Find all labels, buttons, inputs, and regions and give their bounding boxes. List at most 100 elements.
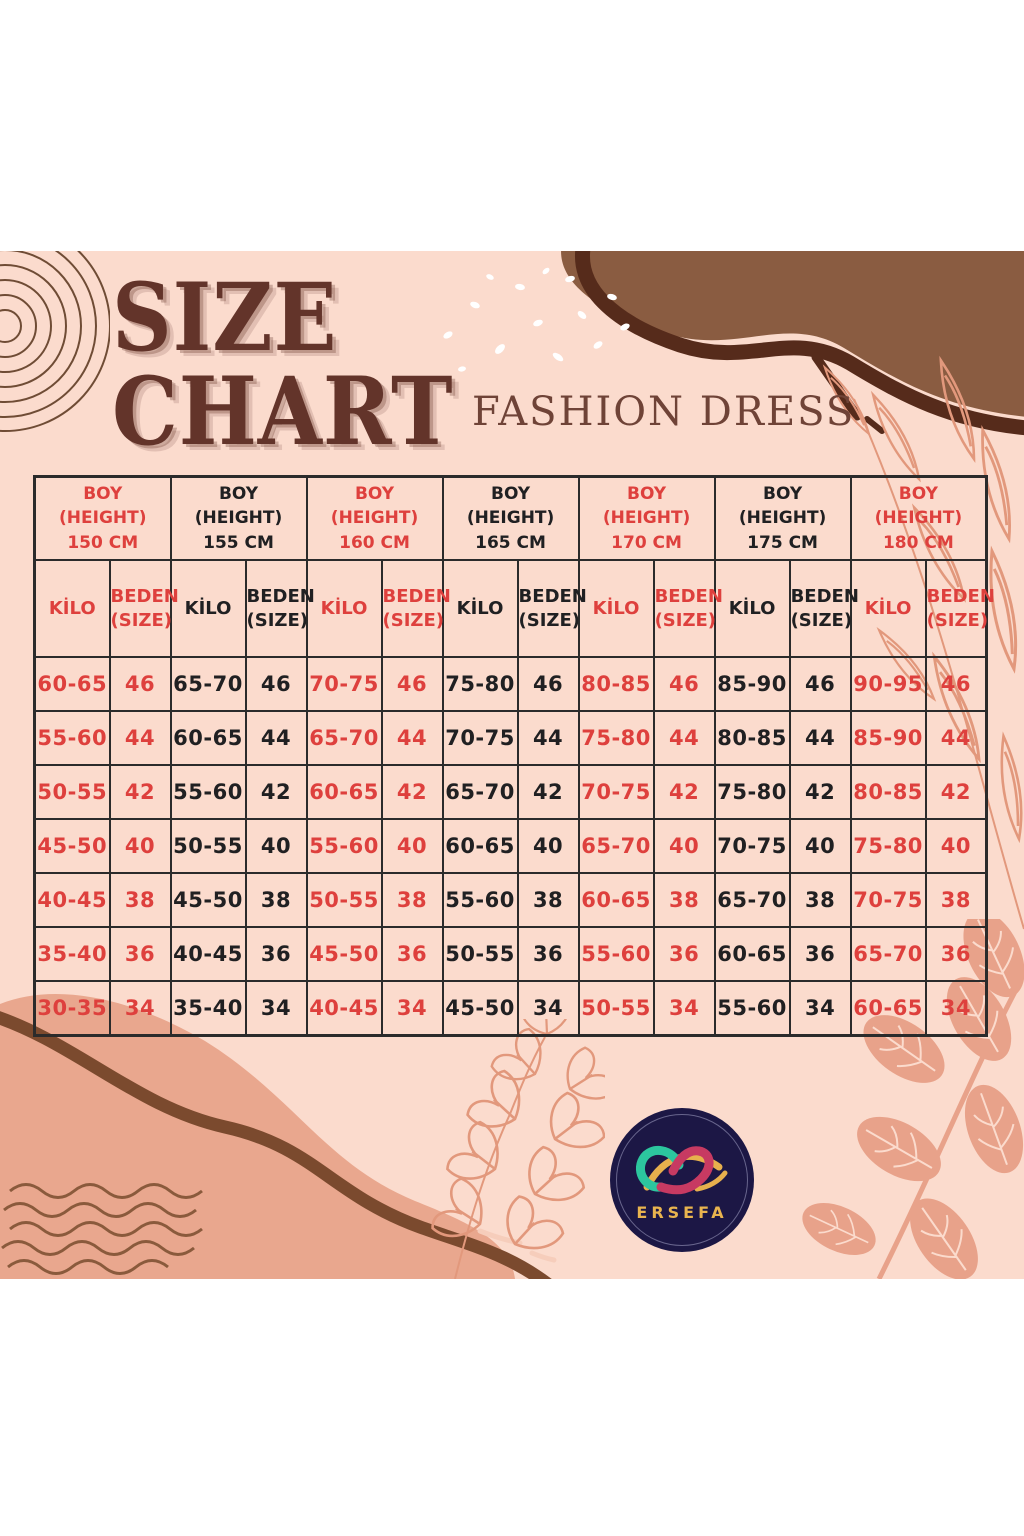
kilo-cell: 55-60: [169, 764, 247, 820]
kilo-cell: 90-95: [849, 656, 927, 712]
kilo-cell: 45-50: [441, 980, 519, 1037]
height-header: BOY (HEIGHT) 150 CM: [33, 475, 172, 561]
size-table: BOY (HEIGHT) 150 CM BOY (HEIGHT) 155 CM BOY (HE…: [33, 475, 995, 1037]
size-cell: 38: [108, 872, 172, 928]
size-cell: 38: [244, 872, 308, 928]
kilo-cell: 75-80: [713, 764, 791, 820]
size-cell: 40: [380, 818, 444, 874]
height-header: BOY (HEIGHT) 165 CM: [441, 475, 580, 561]
size-cell: 42: [380, 764, 444, 820]
kilo-cell: 75-80: [849, 818, 927, 874]
size-header: BEDEN (SIZE): [380, 559, 451, 658]
kilo-cell: 40-45: [169, 926, 247, 982]
kilo-header: KİLO: [305, 559, 383, 658]
brand-logo: ERSEFA: [610, 1108, 754, 1252]
size-cell: 36: [516, 926, 580, 982]
kilo-cell: 40-45: [305, 980, 383, 1037]
size-cell: 44: [380, 710, 444, 766]
brand-name: ERSEFA: [636, 1202, 728, 1222]
table-row: 35-40 36 40-45 36 45-50 36 50-55 36 55-60 36 60-65…: [33, 926, 988, 982]
kilo-cell: 70-75: [441, 710, 519, 766]
kilo-cell: 85-90: [713, 656, 791, 712]
table-row: 45-50 40 50-55 40 55-60 40 60-65 40 65-70 40 70-75…: [33, 818, 988, 874]
kilo-cell: 55-60: [305, 818, 383, 874]
size-cell: 46: [788, 656, 852, 712]
title-line-1: SIZE: [112, 263, 338, 373]
kilo-cell: 80-85: [849, 764, 927, 820]
kilo-cell: 60-65: [849, 980, 927, 1037]
size-cell: 34: [244, 980, 308, 1037]
size-cell: 38: [788, 872, 852, 928]
size-cell: 36: [652, 926, 716, 982]
size-cell: 36: [108, 926, 172, 982]
kilo-cell: 65-70: [577, 818, 655, 874]
kilo-cell: 65-70: [713, 872, 791, 928]
size-cell: 36: [924, 926, 988, 982]
size-cell: 34: [108, 980, 172, 1037]
kilo-cell: 45-50: [33, 818, 111, 874]
table-row: 40-45 38 45-50 38 50-55 38 55-60 38 60-65 38 65-70…: [33, 872, 988, 928]
size-header: BEDEN (SIZE): [244, 559, 315, 658]
kilo-cell: 70-75: [577, 764, 655, 820]
kilo-cell: 50-55: [305, 872, 383, 928]
size-cell: 46: [516, 656, 580, 712]
kilo-cell: 80-85: [577, 656, 655, 712]
size-cell: 46: [108, 656, 172, 712]
kilo-cell: 55-60: [33, 710, 111, 766]
kilo-cell: 80-85: [713, 710, 791, 766]
kilo-cell: 30-35: [33, 980, 111, 1037]
kilo-cell: 65-70: [169, 656, 247, 712]
size-cell: 34: [788, 980, 852, 1037]
height-header: BOY (HEIGHT) 175 CM: [713, 475, 852, 561]
size-cell: 42: [788, 764, 852, 820]
size-cell: 38: [924, 872, 988, 928]
height-header: BOY (HEIGHT) 160 CM: [305, 475, 444, 561]
size-header: BEDEN (SIZE): [788, 559, 859, 658]
size-cell: 44: [788, 710, 852, 766]
table-row: 60-65 46 65-70 46 70-75 46 75-80 46 80-85 46 85-90…: [33, 656, 988, 712]
pink-canvas: SIZE CHART FASHION DRESS BOY (HEIGHT) 150 …: [0, 251, 1024, 1279]
size-header: BEDEN (SIZE): [924, 559, 995, 658]
size-cell: 42: [516, 764, 580, 820]
kilo-cell: 60-65: [713, 926, 791, 982]
kilo-cell: 35-40: [169, 980, 247, 1037]
kilo-cell: 50-55: [577, 980, 655, 1037]
brown-blob-icon: [561, 251, 1024, 436]
size-cell: 40: [516, 818, 580, 874]
size-header: BEDEN (SIZE): [652, 559, 723, 658]
size-cell: 46: [380, 656, 444, 712]
leaf-branch-solid-icon: [794, 919, 1024, 1279]
infinity-icon: [635, 1145, 728, 1194]
bottom-left-blob-icon: [0, 993, 557, 1279]
kilo-cell: 60-65: [305, 764, 383, 820]
size-cell: 40: [652, 818, 716, 874]
size-cell: 34: [652, 980, 716, 1037]
kilo-cell: 35-40: [33, 926, 111, 982]
size-cell: 44: [924, 710, 988, 766]
size-cell: 36: [380, 926, 444, 982]
size-cell: 34: [380, 980, 444, 1037]
size-cell: 34: [516, 980, 580, 1037]
white-dots-icon: [443, 267, 630, 372]
concentric-circles-icon: [0, 251, 110, 432]
kilo-cell: 75-80: [577, 710, 655, 766]
kilo-cell: 65-70: [305, 710, 383, 766]
size-header: BEDEN (SIZE): [516, 559, 587, 658]
kilo-cell: 45-50: [169, 872, 247, 928]
size-cell: 42: [652, 764, 716, 820]
kilo-header: KİLO: [577, 559, 655, 658]
size-cell: 38: [380, 872, 444, 928]
kilo-cell: 50-55: [169, 818, 247, 874]
table-row: 55-60 44 60-65 44 65-70 44 70-75 44 75-80 44 80-85…: [33, 710, 988, 766]
kilo-cell: 50-55: [33, 764, 111, 820]
kilo-header: KİLO: [849, 559, 927, 658]
kilo-cell: 60-65: [441, 818, 519, 874]
size-cell: 46: [924, 656, 988, 712]
size-cell: 36: [244, 926, 308, 982]
size-cell: 42: [108, 764, 172, 820]
kilo-cell: 50-55: [441, 926, 519, 982]
kilo-cell: 60-65: [33, 656, 111, 712]
size-cell: 38: [516, 872, 580, 928]
size-cell: 44: [244, 710, 308, 766]
